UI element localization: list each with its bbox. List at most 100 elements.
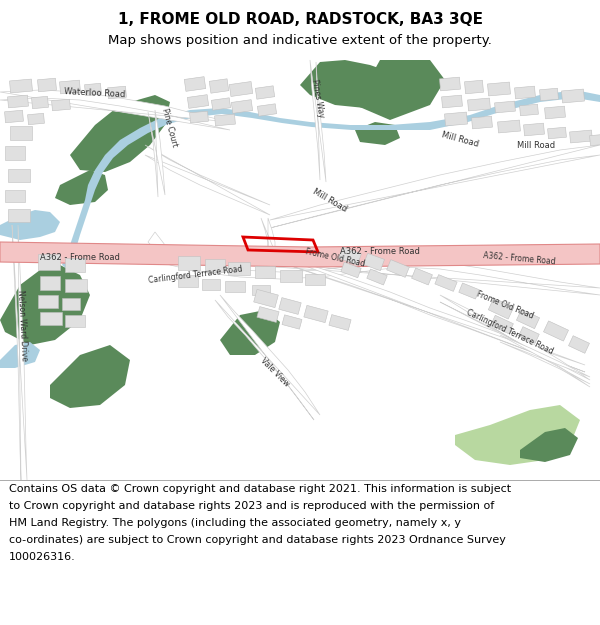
Polygon shape — [10, 79, 32, 93]
Polygon shape — [279, 298, 301, 314]
Polygon shape — [497, 120, 520, 133]
Polygon shape — [569, 336, 589, 353]
Polygon shape — [148, 232, 180, 260]
Polygon shape — [8, 169, 30, 182]
Polygon shape — [5, 110, 23, 123]
Polygon shape — [539, 88, 559, 101]
Text: Mill Road: Mill Road — [311, 187, 349, 213]
Polygon shape — [65, 258, 85, 272]
Polygon shape — [12, 225, 27, 480]
Polygon shape — [145, 145, 270, 215]
Polygon shape — [62, 90, 600, 270]
Polygon shape — [515, 86, 535, 99]
Polygon shape — [435, 274, 457, 291]
Polygon shape — [215, 114, 235, 126]
Polygon shape — [165, 252, 600, 295]
Polygon shape — [310, 60, 326, 182]
Text: Map shows position and indicative extent of the property.: Map shows position and indicative extent… — [108, 34, 492, 47]
Polygon shape — [0, 342, 40, 368]
Text: Mill Road: Mill Road — [440, 131, 479, 149]
Polygon shape — [364, 253, 385, 271]
Polygon shape — [107, 86, 127, 99]
Polygon shape — [491, 315, 514, 334]
Polygon shape — [305, 274, 325, 285]
Text: A362 - Frome Road: A362 - Frome Road — [40, 254, 120, 262]
Polygon shape — [300, 60, 400, 108]
Polygon shape — [8, 95, 28, 108]
Text: Mill Road: Mill Road — [517, 141, 555, 149]
Polygon shape — [442, 95, 463, 108]
Polygon shape — [545, 106, 565, 119]
Polygon shape — [544, 321, 569, 341]
Polygon shape — [412, 268, 433, 285]
Polygon shape — [329, 314, 351, 331]
Polygon shape — [148, 110, 165, 197]
Polygon shape — [5, 190, 25, 202]
Polygon shape — [52, 99, 70, 111]
Polygon shape — [500, 335, 590, 384]
Polygon shape — [280, 270, 302, 282]
Polygon shape — [524, 123, 544, 136]
Polygon shape — [517, 309, 539, 329]
Polygon shape — [40, 312, 62, 325]
Polygon shape — [232, 99, 253, 113]
Polygon shape — [0, 210, 60, 240]
Polygon shape — [464, 80, 484, 94]
Polygon shape — [38, 254, 60, 270]
Polygon shape — [459, 283, 479, 299]
Polygon shape — [40, 276, 60, 290]
Polygon shape — [85, 83, 101, 96]
Polygon shape — [0, 90, 230, 130]
Polygon shape — [472, 116, 493, 129]
Polygon shape — [467, 98, 490, 111]
Text: Contains OS data © Crown copyright and database right 2021. This information is : Contains OS data © Crown copyright and d… — [9, 484, 511, 494]
Polygon shape — [440, 77, 460, 91]
Polygon shape — [178, 256, 200, 270]
Polygon shape — [488, 298, 514, 319]
Text: Frome Old Road: Frome Old Road — [475, 289, 535, 321]
Polygon shape — [569, 130, 592, 143]
Polygon shape — [70, 95, 170, 172]
Polygon shape — [252, 285, 270, 295]
Text: Pine Court: Pine Court — [161, 107, 179, 148]
Polygon shape — [65, 315, 85, 327]
Polygon shape — [8, 209, 30, 222]
Polygon shape — [445, 112, 467, 126]
Polygon shape — [50, 345, 130, 408]
Polygon shape — [38, 295, 58, 308]
Polygon shape — [562, 89, 584, 103]
Polygon shape — [455, 405, 580, 465]
Polygon shape — [62, 298, 80, 310]
Polygon shape — [225, 281, 245, 292]
Polygon shape — [28, 113, 44, 124]
Polygon shape — [590, 134, 600, 146]
Text: 100026316.: 100026316. — [9, 552, 76, 562]
Polygon shape — [229, 81, 253, 96]
Polygon shape — [254, 289, 278, 308]
Polygon shape — [10, 126, 32, 140]
Polygon shape — [202, 279, 220, 290]
Polygon shape — [65, 279, 87, 292]
Polygon shape — [367, 269, 387, 285]
Polygon shape — [520, 428, 578, 462]
Polygon shape — [519, 327, 539, 343]
Text: Carlingford Terrace Road: Carlingford Terrace Road — [148, 265, 242, 285]
Polygon shape — [178, 275, 198, 287]
Polygon shape — [255, 266, 275, 278]
Polygon shape — [205, 259, 225, 272]
Polygon shape — [0, 265, 90, 345]
Polygon shape — [261, 218, 275, 252]
Polygon shape — [355, 60, 445, 120]
Polygon shape — [258, 248, 585, 372]
Polygon shape — [341, 262, 361, 278]
Polygon shape — [257, 104, 277, 116]
Text: Carlingford Terrace Road: Carlingford Terrace Road — [465, 308, 555, 356]
Polygon shape — [386, 259, 409, 278]
Polygon shape — [494, 101, 515, 113]
Text: Frome Old Road: Frome Old Road — [304, 248, 365, 269]
Text: A362 - Frome Road: A362 - Frome Road — [482, 251, 556, 266]
Text: co-ordinates) are subject to Crown copyright and database rights 2023 Ordnance S: co-ordinates) are subject to Crown copyr… — [9, 535, 506, 545]
Text: A362 - Frome Road: A362 - Frome Road — [340, 248, 420, 256]
Polygon shape — [440, 295, 590, 387]
Polygon shape — [270, 145, 600, 228]
